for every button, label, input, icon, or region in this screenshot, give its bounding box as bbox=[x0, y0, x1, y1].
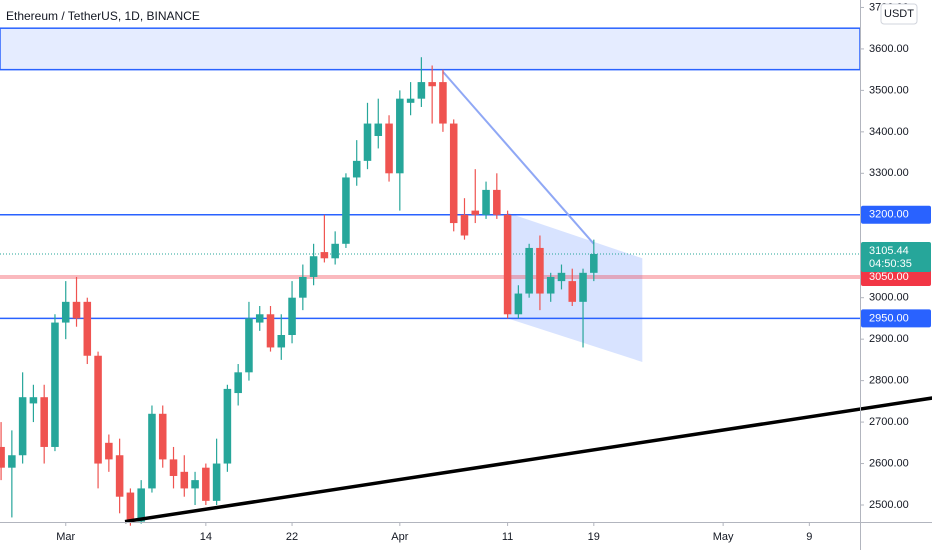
y-tick-label: 2800.00 bbox=[869, 375, 909, 387]
candle-body bbox=[374, 123, 383, 136]
candle-body bbox=[169, 459, 178, 476]
candle-body bbox=[0, 446, 5, 468]
candle-body bbox=[202, 467, 210, 501]
x-tick-label: Mar bbox=[56, 531, 75, 543]
x-tick-label: 14 bbox=[200, 531, 212, 543]
level-label: 3050.00 bbox=[869, 271, 909, 283]
candle-body bbox=[18, 397, 27, 456]
zone bbox=[0, 27, 861, 71]
level-label-box bbox=[861, 267, 931, 286]
x-tick-label: 22 bbox=[286, 531, 298, 543]
level-label-box bbox=[861, 309, 931, 328]
candle-body bbox=[105, 442, 113, 460]
candle-body bbox=[94, 355, 102, 464]
candle-body bbox=[579, 272, 587, 302]
candle-body bbox=[126, 492, 135, 522]
last-price-label: 3105.44 bbox=[869, 245, 909, 257]
candle-body bbox=[342, 177, 350, 244]
candle-body bbox=[309, 256, 318, 277]
level-label: 2950.00 bbox=[869, 312, 909, 324]
candle-body bbox=[503, 214, 512, 315]
candle-body bbox=[514, 293, 523, 315]
candle-body bbox=[546, 276, 555, 294]
candle-body bbox=[493, 189, 501, 215]
plot-area bbox=[0, 27, 932, 526]
candle-body bbox=[385, 123, 393, 174]
candle-body bbox=[406, 98, 415, 103]
candle-body bbox=[83, 301, 92, 356]
y-tick-label: 3300.00 bbox=[869, 167, 909, 179]
candle-body bbox=[29, 397, 38, 404]
candle-body bbox=[180, 471, 189, 489]
candle-body bbox=[417, 82, 426, 99]
candle-body bbox=[590, 253, 598, 273]
candle-body bbox=[428, 82, 436, 87]
trendline bbox=[124, 396, 932, 524]
candle-body bbox=[245, 318, 253, 373]
y-tick-label: 3000.00 bbox=[869, 292, 909, 304]
candle-body bbox=[320, 252, 329, 259]
candle-body bbox=[40, 397, 48, 447]
candle-body bbox=[61, 301, 70, 323]
candle-body bbox=[223, 388, 232, 464]
candle-body bbox=[158, 413, 167, 460]
candle-body bbox=[191, 480, 199, 489]
y-tick-label: 3600.00 bbox=[869, 43, 909, 55]
y-tick-label: 3500.00 bbox=[869, 84, 909, 96]
x-tick-label: 19 bbox=[588, 531, 600, 543]
level-label: 3200.00 bbox=[869, 209, 909, 221]
candle-body bbox=[471, 210, 480, 215]
level-label-box bbox=[861, 205, 931, 224]
candle-body bbox=[449, 123, 458, 224]
candle-body bbox=[212, 463, 221, 501]
candle-body bbox=[72, 301, 81, 319]
currency-label: USDT bbox=[884, 8, 914, 20]
candle-body bbox=[8, 455, 16, 468]
candle-body bbox=[525, 247, 533, 294]
candle-body bbox=[266, 314, 275, 348]
candle-body bbox=[51, 322, 59, 447]
x-tick-label: Apr bbox=[391, 531, 408, 543]
currency-badge bbox=[880, 3, 918, 25]
candle-body bbox=[148, 413, 156, 489]
candle-body bbox=[277, 335, 286, 348]
candle-body bbox=[234, 372, 242, 394]
y-tick-label: 2700.00 bbox=[869, 416, 909, 428]
candle-body bbox=[363, 123, 372, 161]
candle-body bbox=[137, 488, 145, 522]
candle-body bbox=[255, 314, 264, 323]
resistance-line bbox=[442, 71, 595, 245]
candle-body bbox=[299, 276, 307, 298]
candle-body bbox=[568, 281, 577, 302]
candle-body bbox=[331, 243, 339, 259]
last-price-box bbox=[861, 241, 931, 272]
candle-body bbox=[439, 82, 447, 124]
y-tick-label: 2600.00 bbox=[869, 457, 909, 469]
candle-body bbox=[482, 189, 490, 215]
candle-body bbox=[115, 455, 124, 497]
candle-body bbox=[536, 247, 544, 294]
y-tick-label: 3400.00 bbox=[869, 126, 909, 138]
candle-body bbox=[352, 160, 361, 178]
candle-body bbox=[557, 272, 566, 282]
candle-body bbox=[288, 297, 296, 336]
candle-body bbox=[396, 98, 404, 174]
candle-body bbox=[460, 214, 469, 236]
x-tick-label: May bbox=[713, 531, 734, 543]
y-tick-label: 2500.00 bbox=[869, 499, 909, 511]
chart-title: Ethereum / TetherUS, 1D, BINANCE bbox=[6, 9, 200, 23]
x-tick-label: 11 bbox=[502, 531, 513, 543]
countdown: 04:50:35 bbox=[869, 258, 912, 270]
x-tick-label: 9 bbox=[806, 531, 812, 543]
y-tick-label: 2900.00 bbox=[869, 333, 909, 345]
